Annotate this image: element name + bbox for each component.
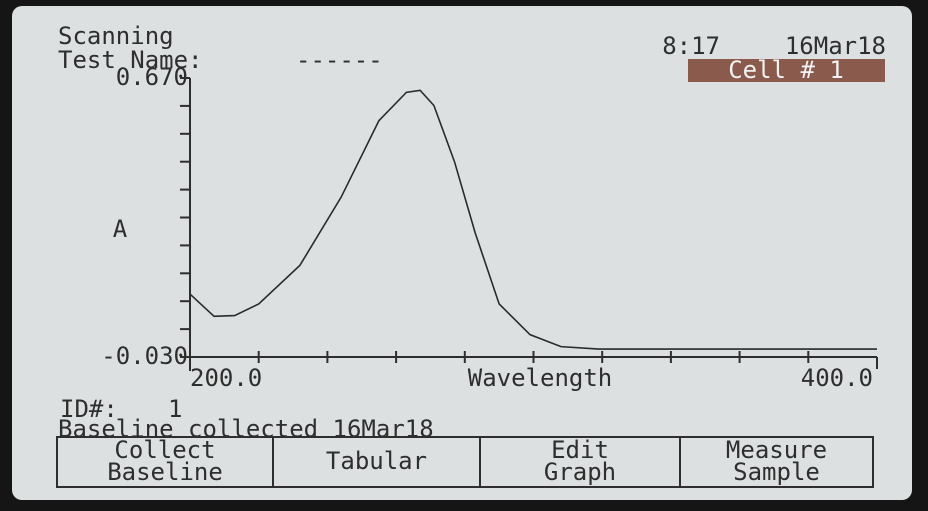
x-axis-label: Wavelength [468,364,613,392]
screen: Scanning Test Name: ------ 8:17 16Mar18 … [0,0,928,511]
y-tick-label: -0.030 [101,342,188,370]
button-label: Sample [733,458,820,486]
y-tick-label: 0.670 [116,63,188,91]
button-label: Baseline [107,458,223,486]
test-name: ------ [296,46,383,74]
time: 8:17 [662,32,720,60]
button-label: Tabular [326,447,427,475]
cell: Cell # 1 [728,56,844,84]
x-tick-label: 400.0 [801,364,873,392]
button-label: Graph [544,458,616,486]
x-tick-label: 200.0 [190,364,262,392]
y-axis-label: A [113,215,128,243]
